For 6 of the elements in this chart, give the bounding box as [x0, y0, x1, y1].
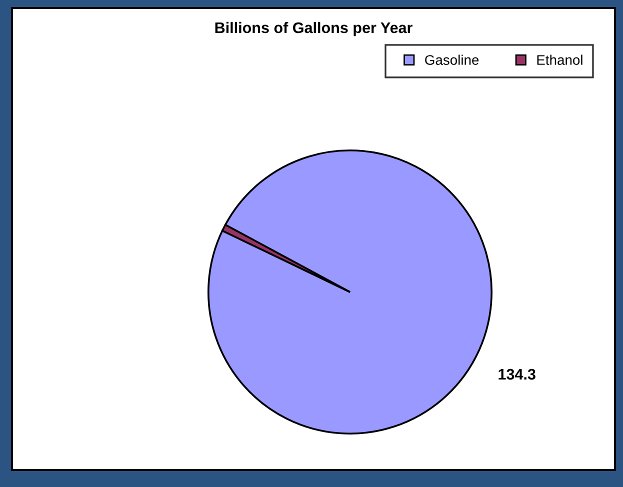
pie-slice [221, 224, 351, 293]
chart-title: Billions of Gallons per Year [215, 22, 412, 36]
legend-label: Ethanol [537, 54, 582, 65]
data-label: 134.3 [498, 368, 536, 380]
legend-label: Gasoline [425, 54, 479, 65]
pie-slice [208, 149, 492, 435]
